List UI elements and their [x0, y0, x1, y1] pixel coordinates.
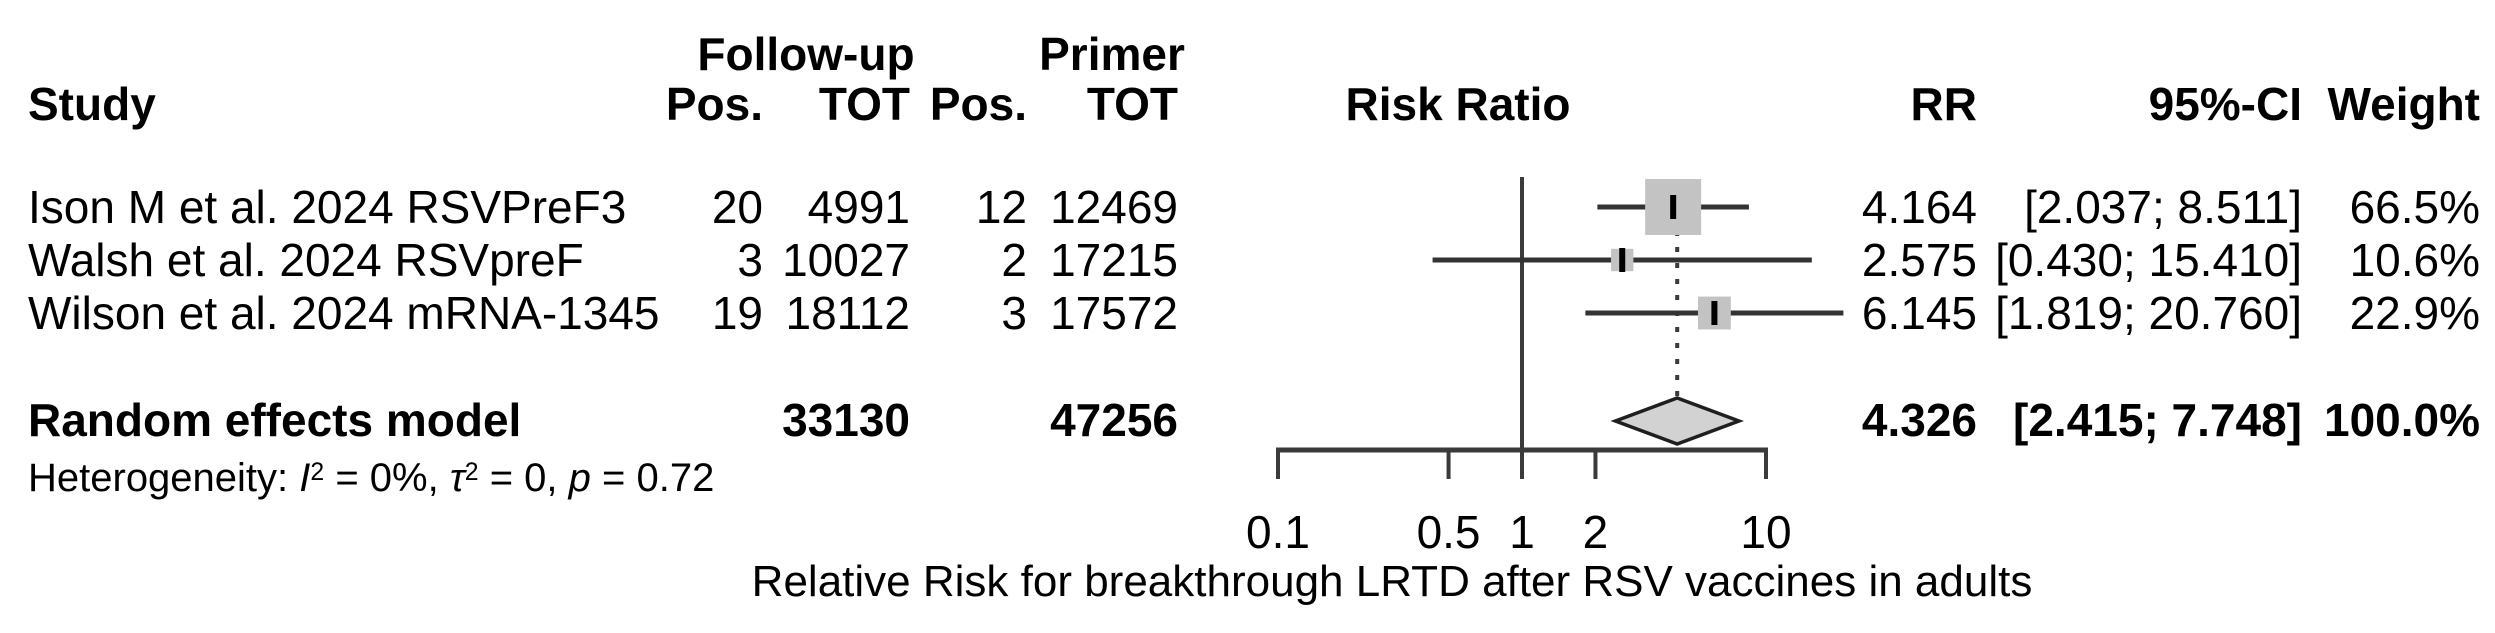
- tick-label: 10: [1740, 506, 1791, 558]
- point-estimate-marker: [1711, 301, 1718, 325]
- ci-value: [2.037; 8.511]: [2024, 181, 2302, 233]
- primer-tot-value: 17215: [1050, 234, 1178, 286]
- study-label: Wilson et al. 2024 mRNA-1345: [28, 287, 660, 339]
- tick-label: 1: [1509, 506, 1535, 558]
- rr-value: 2.575: [1861, 234, 1977, 286]
- risk-ratio-title: Risk Ratio: [1345, 78, 1571, 130]
- ci-column-header: 95%-CI: [2148, 78, 2302, 130]
- pooled-followup-tot: 33130: [782, 394, 910, 446]
- group-header-primer: Primer: [1039, 28, 1185, 80]
- weight-value: 22.9%: [2349, 287, 2480, 339]
- followup-pos-value: 3: [737, 234, 763, 286]
- pooled-diamond: [1610, 396, 1744, 446]
- tick-label: 2: [1583, 506, 1609, 558]
- rr-value: 6.145: [1861, 287, 1977, 339]
- het-i-symbol: I: [299, 456, 311, 500]
- primer-tot-header: TOT: [1086, 78, 1178, 130]
- group-header-followup: Follow-up: [697, 28, 915, 80]
- pooled-rr-value: 4.326: [1861, 394, 1977, 446]
- tick-label: 0.1: [1246, 506, 1310, 558]
- pooled-label: Random effects model: [28, 394, 522, 446]
- rr-value: 4.164: [1861, 181, 1977, 233]
- het-tau-sup: 2: [464, 458, 479, 486]
- followup-pos-header: Pos.: [665, 78, 763, 130]
- followup-tot-value: 10027: [782, 234, 910, 286]
- rr-column-header: RR: [1910, 78, 1977, 130]
- primer-pos-value: 2: [1001, 234, 1027, 286]
- het-seg3: = 0.72: [590, 456, 715, 500]
- het-seg1: = 0%,: [324, 456, 450, 500]
- pooled-primer-tot: 47256: [1050, 394, 1178, 446]
- heterogeneity-note: Heterogeneity: I2 = 0%, τ2 = 0, p = 0.72: [28, 458, 714, 504]
- het-i-sup: 2: [310, 458, 325, 486]
- pooled-ci-value: [2.415; 7.748]: [2013, 394, 2302, 446]
- het-p-symbol: p: [568, 456, 591, 500]
- followup-tot-value: 18112: [785, 287, 910, 339]
- weight-value: 10.6%: [2349, 234, 2480, 286]
- point-estimate-marker: [1670, 195, 1677, 219]
- x-axis-caption: Relative Risk for breakthrough LRTD afte…: [751, 557, 2033, 606]
- followup-tot-header: TOT: [818, 78, 910, 130]
- weight-value: 66.5%: [2349, 181, 2480, 233]
- primer-tot-value: 17572: [1050, 287, 1178, 339]
- primer-pos-value: 12: [975, 181, 1027, 233]
- primer-pos-value: 3: [1001, 287, 1027, 339]
- followup-pos-value: 20: [711, 181, 763, 233]
- study-label: Ison M et al. 2024 RSVPreF3: [28, 181, 627, 233]
- primer-pos-header: Pos.: [929, 78, 1027, 130]
- point-estimate-marker: [1619, 248, 1626, 272]
- het-tau-symbol: τ: [449, 456, 465, 500]
- het-seg2: = 0,: [478, 456, 569, 500]
- study-column-header: Study: [28, 78, 156, 130]
- followup-pos-value: 19: [711, 287, 763, 339]
- ci-value: [0.430; 15.410]: [1995, 234, 2302, 286]
- weight-column-header: Weight: [2327, 78, 2480, 130]
- het-prefix: Heterogeneity:: [28, 456, 300, 500]
- followup-tot-value: 4991: [807, 181, 910, 233]
- primer-tot-value: 12469: [1050, 181, 1178, 233]
- study-label: Walsh et al. 2024 RSVpreF: [28, 234, 584, 286]
- pooled-weight-value: 100.0%: [2323, 394, 2480, 446]
- ci-value: [1.819; 20.760]: [1995, 287, 2302, 339]
- tick-label: 0.5: [1417, 506, 1481, 558]
